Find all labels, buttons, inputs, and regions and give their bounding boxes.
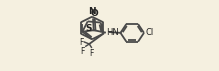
Text: N: N [88,7,96,16]
Text: F: F [79,38,83,47]
Text: F: F [80,47,85,56]
Text: S: S [85,24,91,33]
Text: HN: HN [106,28,119,37]
Text: Cl: Cl [146,28,154,37]
Text: O: O [90,9,98,18]
Text: F: F [89,49,94,58]
